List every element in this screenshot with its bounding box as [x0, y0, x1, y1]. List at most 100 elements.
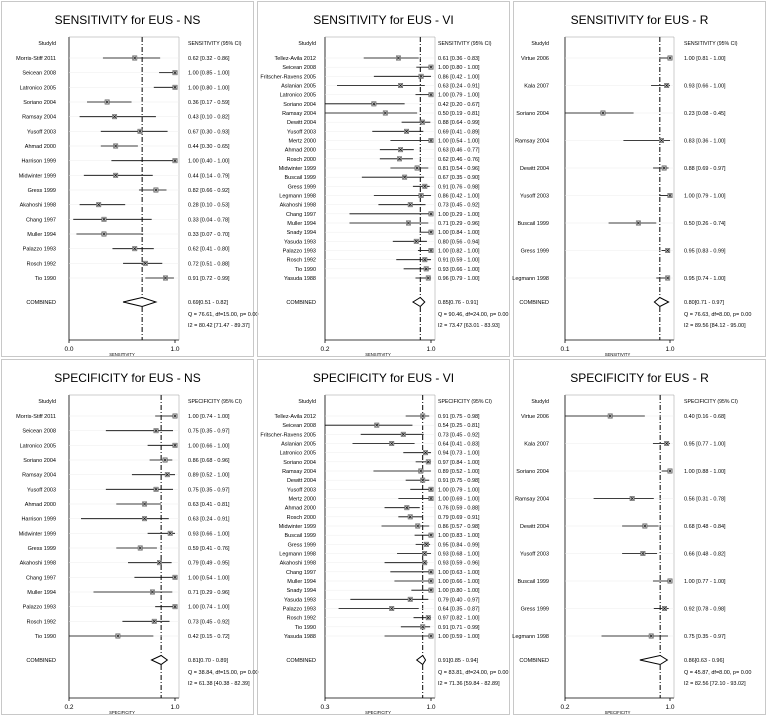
panel-title: SENSITIVITY for EUS - VI — [313, 13, 453, 27]
heterogeneity-stat: I2 = 61.38 [40.38 - 82.39] — [188, 681, 250, 687]
study-ci: 0.75 [0.35 - 0.97] — [188, 429, 230, 435]
study-name: Latronico 2005 — [20, 85, 56, 91]
study-name: Yusoff 2003 — [287, 487, 316, 493]
x-tick-label: 0.2 — [320, 346, 329, 353]
point-estimate-cross — [403, 175, 407, 179]
x-axis-label: SPECIFICITY — [109, 710, 135, 715]
study-name: Aslanian 2005 — [281, 84, 316, 90]
combined-ci: 0.86[0.63 - 0.96] — [684, 658, 725, 664]
study-name: Ramsay 2004 — [22, 473, 56, 479]
heterogeneity-stat: Q = 83.81, df=24.00, p= 0.00 — [438, 670, 509, 676]
study-ci: 0.44 [0.30 - 0.65] — [188, 144, 230, 150]
study-name: Chang 1997 — [26, 217, 56, 223]
study-name: Yusoff 2003 — [520, 552, 549, 558]
forest-panel-2: SENSITIVITY for EUS - VI StudyId SENSITIVI… — [257, 1, 510, 357]
study-ci: 0.64 [0.35 - 0.87] — [438, 607, 480, 613]
point-estimate-cross — [419, 74, 423, 78]
study-name: Tio 1990 — [35, 276, 56, 282]
point-estimate-cross — [429, 248, 433, 253]
point-estimate-cross — [390, 441, 394, 446]
study-name: Soriano 2004 — [23, 100, 56, 106]
study-name: Buscail 1999 — [285, 533, 317, 539]
study-ci: 0.92 [0.78 - 0.98] — [684, 607, 726, 613]
heterogeneity-stat: I2 = 73.47 [63.01 - 83.93] — [438, 323, 500, 329]
combined-diamond — [122, 296, 158, 308]
study-ci: 0.89 [0.52 - 1.00] — [438, 469, 480, 475]
study-ci: 1.00 [0.29 - 1.00] — [438, 212, 480, 218]
study-ci: 0.62 [0.32 - 0.86] — [188, 56, 230, 62]
study-ci: 0.95 [0.84 - 0.99] — [438, 542, 480, 548]
x-tick-label: 1.0 — [170, 346, 179, 353]
study-ci: 0.93 [0.66 - 1.00] — [188, 531, 230, 537]
study-ci: 0.40 [0.16 - 0.68] — [684, 414, 726, 420]
study-ci: 0.62 [0.41 - 0.80] — [188, 247, 230, 253]
study-ci: 0.91 [0.59 - 1.00] — [438, 258, 480, 264]
study-ci: 0.43 [0.10 - 0.82] — [188, 115, 230, 121]
study-ci: 0.79 [0.40 - 0.97] — [438, 597, 480, 603]
study-name: Ahmad 2000 — [285, 506, 316, 512]
point-estimate-cross — [429, 496, 433, 501]
point-estimate-cross — [116, 634, 120, 638]
forest-panel-5: SPECIFICITY for EUS - VI StudyId SPECIFICI… — [257, 359, 510, 715]
study-name: Morris-Stiff 2011 — [16, 414, 56, 420]
x-tick-label: 0.3 — [320, 704, 329, 711]
study-name: Gress 1999 — [288, 184, 316, 190]
study-name: Yusoff 2003 — [520, 194, 549, 200]
point-estimate-cross — [102, 217, 106, 221]
point-estimate-cross — [421, 414, 425, 418]
study-name: Dewitt 2004 — [520, 166, 549, 172]
study-ci: 1.00 [0.79 - 1.00] — [438, 93, 480, 99]
study-ci: 0.86 [0.42 - 1.00] — [438, 194, 480, 200]
study-name: Virtue 2006 — [521, 414, 549, 420]
study-ci: 0.93 [0.66 - 1.00] — [438, 267, 480, 273]
study-name: Seicean 2008 — [282, 423, 316, 429]
col-header-ci: SPECIFICITY (95% CI) — [684, 399, 738, 405]
point-estimate-cross — [97, 203, 101, 207]
study-ci: 0.42 [0.15 - 0.72] — [188, 634, 230, 640]
heterogeneity-stat: I2 = 89.56 [84.12 - 95.00] — [684, 323, 746, 329]
point-estimate-cross — [143, 261, 147, 265]
study-name: Palazzo 1993 — [23, 247, 56, 253]
study-name: Tellez-Avila 2012 — [275, 56, 316, 62]
study-name: Soriano 2004 — [283, 102, 316, 108]
panel-border — [513, 359, 766, 715]
point-estimate-cross — [429, 212, 433, 216]
point-estimate-cross — [643, 524, 647, 528]
study-name: Yasuda 1988 — [284, 634, 316, 640]
panel-border — [257, 359, 510, 715]
study-ci: 1.00 [0.83 - 1.00] — [438, 533, 480, 539]
point-estimate-cross — [419, 193, 423, 198]
study-name: Tio 1990 — [295, 625, 316, 631]
point-estimate-cross — [150, 590, 154, 594]
study-name: Yusoff 2003 — [287, 129, 316, 135]
point-estimate-cross — [668, 579, 672, 583]
point-estimate-cross — [105, 100, 109, 104]
study-ci: 0.36 [0.17 - 0.59] — [188, 100, 230, 106]
col-header-ci: SENSITIVITY (95% CI) — [188, 41, 242, 47]
point-estimate-cross — [173, 575, 177, 579]
forest-panel-4: SPECIFICITY for EUS - NS StudyId SPECIFICI… — [1, 359, 259, 715]
study-name: Dewitt 2004 — [287, 120, 316, 126]
study-ci: 0.95 [0.77 - 1.00] — [684, 442, 726, 448]
point-estimate-cross — [608, 414, 612, 418]
point-estimate-cross — [415, 166, 419, 170]
point-estimate-cross — [424, 267, 428, 271]
point-estimate-cross — [429, 588, 433, 592]
study-name: Akahoshi 1998 — [280, 203, 316, 209]
study-ci: 0.56 [0.31 - 0.78] — [684, 497, 726, 503]
panel-title: SPECIFICITY for EUS - R — [570, 371, 709, 385]
combined-ci: 0.91[0.85 - 0.94] — [438, 658, 479, 664]
point-estimate-cross — [173, 159, 177, 163]
study-name: Virtue 2006 — [521, 56, 549, 62]
combined-diamond — [639, 654, 669, 666]
forest-panel-6: SPECIFICITY for EUS - R StudyId SPECIFICIT… — [512, 359, 766, 715]
point-estimate-cross — [429, 533, 433, 537]
point-estimate-cross — [405, 129, 409, 133]
heterogeneity-stat: I2 = 71.36 [59.84 - 82.89] — [438, 681, 500, 687]
x-tick-label: 1.0 — [665, 346, 674, 353]
study-name: Chang 1997 — [26, 575, 56, 581]
study-ci: 0.79 [0.49 - 0.95] — [188, 561, 230, 567]
study-ci: 0.33 [0.07 - 0.70] — [188, 232, 230, 238]
heterogeneity-stat: I2 = 80.42 [71.47 - 89.37] — [188, 323, 250, 329]
study-ci: 0.62 [0.46 - 0.76] — [438, 157, 480, 163]
